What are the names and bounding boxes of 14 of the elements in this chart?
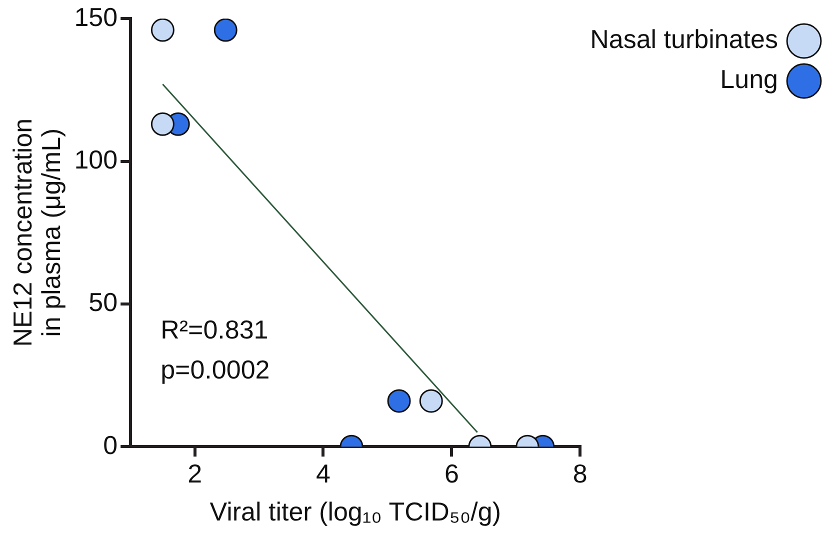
x-tick-label: 4 <box>316 458 330 488</box>
x-axis-title: Viral titer (log₁₀ TCID₅₀/g) <box>210 496 501 527</box>
x-tick-label: 2 <box>188 458 202 488</box>
y-tick-label: 0 <box>103 430 118 460</box>
legend-label: Nasal turbinates <box>590 24 778 54</box>
y-tick-label: 150 <box>74 2 118 32</box>
x-tick-label: 6 <box>444 458 459 488</box>
legend-label: Lung <box>720 64 778 94</box>
x-tick-label: 8 <box>572 458 588 488</box>
annotation: p=0.0002 <box>160 354 270 385</box>
y-tick-label: 50 <box>88 287 118 318</box>
y-axis-title: NE12 concentration in plasma (μg/mL) <box>7 118 66 347</box>
annotation: R²=0.831 <box>160 314 268 345</box>
y-tick-label: 100 <box>74 144 118 174</box>
